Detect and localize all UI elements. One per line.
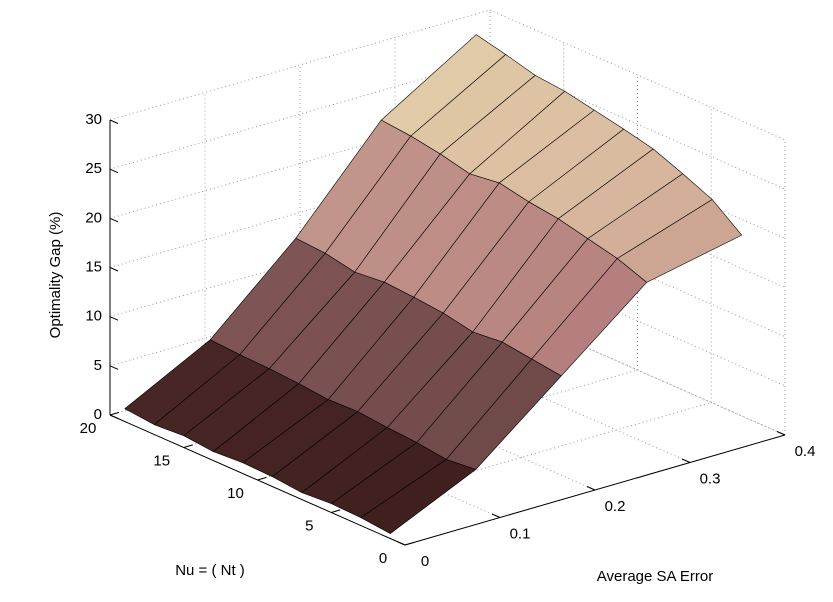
z-tick-label: 10 — [85, 308, 102, 325]
z-tick — [109, 267, 119, 272]
x-tick-label: 0.4 — [795, 443, 816, 460]
grid-line — [489, 58, 786, 190]
z-tick-label: 25 — [85, 160, 102, 177]
y-tick — [331, 509, 341, 513]
z-tick — [109, 365, 119, 370]
x-tick — [681, 458, 691, 463]
x-tick-label: 0.1 — [510, 525, 531, 542]
x-tick — [776, 431, 786, 436]
grid-line — [489, 9, 786, 141]
z-tick-label: 30 — [85, 111, 102, 128]
z-tick-label: 20 — [85, 209, 102, 226]
grid-line — [489, 304, 786, 436]
x-tick — [586, 486, 596, 491]
x-tick-label: 0 — [421, 553, 429, 570]
z-axis-label: Optimality Gap (%) — [47, 212, 64, 339]
x-tick-label: 0.3 — [700, 470, 721, 487]
grid-line — [489, 107, 786, 239]
x-tick-label: 0.2 — [605, 498, 626, 515]
y-tick — [109, 411, 120, 416]
z-tick-label: 0 — [94, 406, 102, 423]
y-tick — [404, 541, 415, 546]
z-tick-label: 15 — [85, 258, 102, 275]
y-tick-label: 20 — [80, 420, 97, 437]
y-tick — [257, 476, 267, 481]
z-tick — [109, 414, 119, 419]
grid-line — [489, 255, 786, 387]
y-axis-label: Nu = ( Nt ) — [175, 562, 245, 579]
z-tick — [109, 119, 119, 124]
surface-patch — [360, 459, 477, 534]
y-tick-label: 15 — [153, 452, 170, 469]
grid-line — [489, 157, 786, 288]
y-tick-label: 0 — [379, 550, 387, 567]
z-tick — [109, 217, 119, 223]
y-tick-label: 5 — [305, 517, 313, 534]
y-tick — [183, 444, 193, 448]
x-axis-label: Average SA Error — [597, 568, 713, 585]
z-tick — [109, 168, 119, 174]
x-tick — [491, 513, 501, 518]
x-tick — [396, 541, 406, 546]
grid-line — [489, 206, 786, 338]
z-tick-label: 5 — [94, 357, 102, 374]
y-tick-label: 10 — [227, 485, 244, 502]
z-tick — [109, 316, 119, 321]
